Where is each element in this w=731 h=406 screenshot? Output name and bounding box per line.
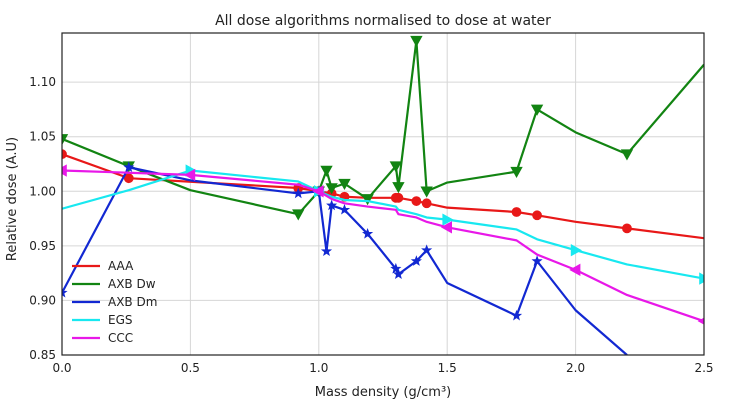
data-point-axb-dw (361, 194, 374, 206)
legend-label-ccc: CCC (108, 331, 133, 345)
data-point-axb-dw (62, 134, 69, 146)
series-line-axb-dm (62, 166, 628, 355)
data-point-axb-dm (123, 161, 135, 172)
y-axis-title: Relative dose (A.U) (5, 137, 20, 261)
data-point-aaa (511, 207, 522, 217)
data-point-aaa (411, 196, 422, 206)
data-point-axb-dw (320, 165, 333, 177)
data-point-axb-dm (421, 244, 433, 255)
y-tick-label: 0.90 (29, 293, 56, 307)
x-axis-title: Mass density (g/cm³) (315, 385, 451, 400)
x-tick-label: 1.0 (309, 361, 328, 375)
y-tick-label: 0.95 (29, 239, 56, 253)
data-point-ccc (184, 168, 196, 182)
x-tick-label: 2.5 (694, 361, 713, 375)
data-point-axb-dm (410, 255, 422, 266)
data-point-ccc (440, 221, 453, 234)
data-point-aaa (532, 210, 542, 221)
series-ccc (62, 164, 704, 325)
data-point-axb-dw (410, 35, 423, 47)
chart-title: All dose algorithms normalised to dose a… (215, 13, 551, 29)
data-point-ccc (62, 164, 67, 177)
series-line-egs (62, 169, 704, 280)
series-axb-dm (62, 161, 628, 355)
data-point-axb-dw (420, 186, 433, 198)
series-line-ccc (62, 169, 704, 323)
data-point-axb-dm (338, 203, 351, 215)
data-point-axb-dw (325, 183, 338, 195)
y-tick-label: 0.85 (29, 348, 56, 362)
y-tick-label: 1.10 (29, 75, 56, 89)
x-tick-label: 0.5 (181, 361, 200, 375)
data-point-axb-dw (338, 178, 351, 190)
data-point-axb-dm (531, 255, 543, 266)
legend-label-aaa: AAA (108, 259, 134, 273)
data-point-axb-dm (362, 227, 374, 239)
plot-frame (61, 32, 705, 356)
ticks: 0.0 0.5 1.0 1.5 2.0 2.5 0.85 0.90 0.95 1.00 1.05 1.… (29, 75, 713, 375)
y-tick-label: 1.05 (29, 130, 56, 144)
data-point-axb-dm (292, 187, 304, 199)
data-point-axb-dm (390, 262, 402, 274)
x-tick-label: 1.5 (438, 361, 457, 375)
data-point-axb-dw (510, 166, 523, 178)
data-point-axb-dw (389, 161, 403, 173)
data-point-axb-dm (392, 268, 404, 279)
data-point-aaa (622, 223, 632, 234)
x-tick-label: 0.0 (52, 361, 71, 375)
y-tick-label: 1.00 (29, 184, 56, 198)
data-point-axb-dw (620, 149, 634, 161)
data-point-aaa (393, 192, 404, 203)
legend-label-axb-dw: AXB Dw (108, 277, 156, 291)
data-point-ccc (312, 185, 324, 198)
data-point-egs (570, 244, 582, 257)
data-point-axb-dm (320, 245, 333, 257)
data-point-axb-dm (62, 286, 68, 298)
data-point-aaa (62, 149, 67, 160)
data-point-axb-dw (392, 182, 405, 194)
data-point-axb-dm (326, 199, 338, 211)
data-point-aaa (421, 198, 432, 209)
data-point-axb-dm (510, 309, 523, 321)
data-point-egs (699, 272, 704, 285)
data-point-axb-dw (530, 104, 544, 116)
legend-label-axb-dm: AXB Dm (108, 295, 157, 309)
legend-label-egs: EGS (108, 313, 133, 327)
data-point-axb-dw (292, 209, 305, 221)
data-point-ccc (569, 263, 581, 277)
data-point-egs (442, 213, 454, 226)
series-layer (62, 35, 704, 355)
legend: AAA AXB Dw AXB Dm EGS CCC (72, 259, 157, 345)
x-tick-label: 2.0 (566, 361, 585, 375)
